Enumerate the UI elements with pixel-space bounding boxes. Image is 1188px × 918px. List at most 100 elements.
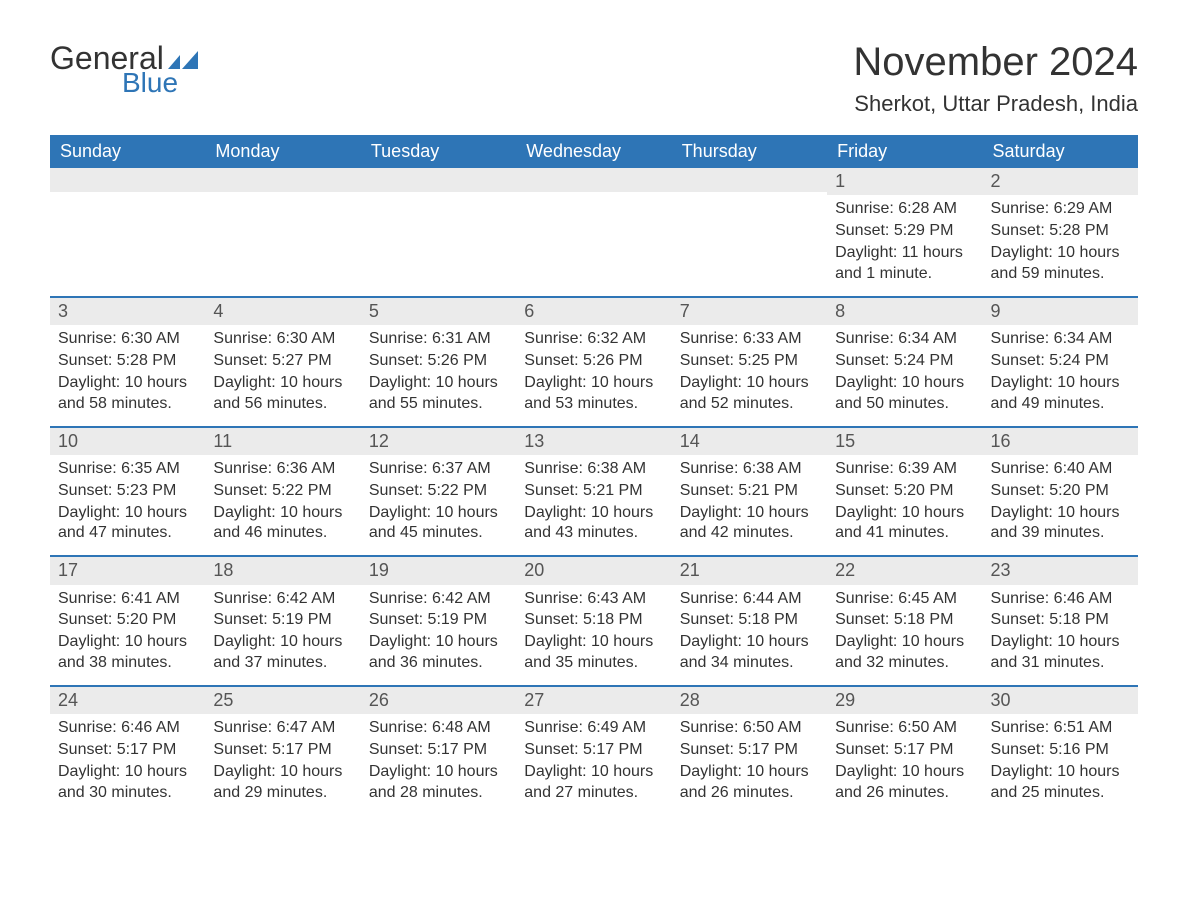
- day-info: Sunrise: 6:48 AMSunset: 5:17 PMDaylight:…: [367, 718, 510, 803]
- sunset-text: Sunset: 5:17 PM: [680, 740, 819, 761]
- day-cell: 21 Sunrise: 6:44 AMSunset: 5:18 PMDayligh…: [672, 557, 827, 685]
- day-info: Sunrise: 6:36 AMSunset: 5:22 PMDaylight:…: [211, 459, 354, 544]
- sunset-text: Sunset: 5:22 PM: [213, 481, 352, 502]
- daylight-text: Daylight: 10 hours and 55 minutes.: [369, 373, 508, 415]
- day-number: 5: [361, 298, 516, 325]
- day-number: 9: [983, 298, 1138, 325]
- header: General Blue November 2024 Sherkot, Utta…: [50, 40, 1138, 117]
- sunset-text: Sunset: 5:17 PM: [58, 740, 197, 761]
- day-number: 22: [827, 557, 982, 584]
- sunset-text: Sunset: 5:16 PM: [991, 740, 1130, 761]
- sunrise-text: Sunrise: 6:38 AM: [680, 459, 819, 480]
- month-title: November 2024: [853, 40, 1138, 85]
- day-number: 30: [983, 687, 1138, 714]
- day-info: Sunrise: 6:50 AMSunset: 5:17 PMDaylight:…: [678, 718, 821, 803]
- day-cell: 26 Sunrise: 6:48 AMSunset: 5:17 PMDayligh…: [361, 687, 516, 815]
- day-cell: 15Sunrise: 6:39 AMSunset: 5:20 PMDayligh…: [827, 428, 982, 556]
- day-cell: 5 Sunrise: 6:31 AMSunset: 5:26 PMDaylight…: [361, 298, 516, 426]
- sunset-text: Sunset: 5:17 PM: [524, 740, 663, 761]
- calendar: SundayMondayTuesdayWednesdayThursdayFrid…: [50, 135, 1138, 814]
- daylight-text: Daylight: 10 hours and 26 minutes.: [835, 762, 974, 804]
- day-info: Sunrise: 6:46 AMSunset: 5:17 PMDaylight:…: [56, 718, 199, 803]
- day-cell: 20Sunrise: 6:43 AMSunset: 5:18 PMDayligh…: [516, 557, 671, 685]
- day-cell: 11Sunrise: 6:36 AMSunset: 5:22 PMDayligh…: [205, 428, 360, 556]
- sunset-text: Sunset: 5:25 PM: [680, 351, 819, 372]
- weekday-header: Sunday: [50, 135, 205, 168]
- week-row: 10Sunrise: 6:35 AMSunset: 5:23 PMDayligh…: [50, 426, 1138, 556]
- sunrise-text: Sunrise: 6:43 AM: [524, 589, 663, 610]
- day-cell: 17 Sunrise: 6:41 AMSunset: 5:20 PMDayligh…: [50, 557, 205, 685]
- title-block: November 2024 Sherkot, Uttar Pradesh, In…: [853, 40, 1138, 117]
- sunrise-text: Sunrise: 6:37 AM: [369, 459, 508, 480]
- day-cell: 2Sunrise: 6:29 AMSunset: 5:28 PMDaylight…: [983, 168, 1138, 296]
- sunset-text: Sunset: 5:19 PM: [369, 610, 508, 631]
- sunset-text: Sunset: 5:28 PM: [58, 351, 197, 372]
- weekday-header: Thursday: [672, 135, 827, 168]
- day-number: 29: [827, 687, 982, 714]
- daylight-text: Daylight: 10 hours and 43 minutes.: [524, 503, 663, 545]
- sunrise-text: Sunrise: 6:30 AM: [213, 329, 352, 350]
- sunset-text: Sunset: 5:18 PM: [991, 610, 1130, 631]
- day-cell: 28 Sunrise: 6:50 AMSunset: 5:17 PMDayligh…: [672, 687, 827, 815]
- day-number: 14: [672, 428, 827, 455]
- daylight-text: Daylight: 10 hours and 39 minutes.: [991, 503, 1130, 545]
- daylight-text: Daylight: 10 hours and 27 minutes.: [524, 762, 663, 804]
- day-number: 1: [827, 168, 982, 195]
- sunset-text: Sunset: 5:20 PM: [835, 481, 974, 502]
- daylight-text: Daylight: 10 hours and 47 minutes.: [58, 503, 197, 545]
- day-cell: 29Sunrise: 6:50 AMSunset: 5:17 PMDayligh…: [827, 687, 982, 815]
- day-number: 17: [50, 557, 205, 584]
- day-info: Sunrise: 6:32 AMSunset: 5:26 PMDaylight:…: [522, 329, 665, 414]
- daylight-text: Daylight: 10 hours and 38 minutes.: [58, 632, 197, 674]
- sunset-text: Sunset: 5:23 PM: [58, 481, 197, 502]
- sunrise-text: Sunrise: 6:33 AM: [680, 329, 819, 350]
- daylight-text: Daylight: 10 hours and 34 minutes.: [680, 632, 819, 674]
- day-info: Sunrise: 6:44 AMSunset: 5:18 PMDaylight:…: [678, 589, 821, 674]
- sunset-text: Sunset: 5:24 PM: [991, 351, 1130, 372]
- sunrise-text: Sunrise: 6:41 AM: [58, 589, 197, 610]
- sunrise-text: Sunrise: 6:30 AM: [58, 329, 197, 350]
- day-info: Sunrise: 6:34 AMSunset: 5:24 PMDaylight:…: [989, 329, 1132, 414]
- day-info: Sunrise: 6:51 AMSunset: 5:16 PMDaylight:…: [989, 718, 1132, 803]
- day-number: 10: [50, 428, 205, 455]
- sunrise-text: Sunrise: 6:32 AM: [524, 329, 663, 350]
- day-cell: 12Sunrise: 6:37 AMSunset: 5:22 PMDayligh…: [361, 428, 516, 556]
- weekday-header: Tuesday: [361, 135, 516, 168]
- weekday-header: Monday: [205, 135, 360, 168]
- day-info: Sunrise: 6:30 AMSunset: 5:28 PMDaylight:…: [56, 329, 199, 414]
- sunrise-text: Sunrise: 6:38 AM: [524, 459, 663, 480]
- day-cell: 7 Sunrise: 6:33 AMSunset: 5:25 PMDaylight…: [672, 298, 827, 426]
- sunrise-text: Sunrise: 6:47 AM: [213, 718, 352, 739]
- day-cell: 16Sunrise: 6:40 AMSunset: 5:20 PMDayligh…: [983, 428, 1138, 556]
- day-number: 19: [361, 557, 516, 584]
- day-number: 21: [672, 557, 827, 584]
- day-info: Sunrise: 6:28 AMSunset: 5:29 PMDaylight:…: [833, 199, 976, 284]
- day-info: Sunrise: 6:49 AMSunset: 5:17 PMDaylight:…: [522, 718, 665, 803]
- daylight-text: Daylight: 10 hours and 28 minutes.: [369, 762, 508, 804]
- day-number: 2: [983, 168, 1138, 195]
- daylight-text: Daylight: 11 hours and 1 minute.: [835, 243, 974, 285]
- day-cell: 24Sunrise: 6:46 AMSunset: 5:17 PMDayligh…: [50, 687, 205, 815]
- daylight-text: Daylight: 10 hours and 25 minutes.: [991, 762, 1130, 804]
- logo: General Blue: [50, 40, 198, 99]
- sunrise-text: Sunrise: 6:44 AM: [680, 589, 819, 610]
- day-info: Sunrise: 6:41 AMSunset: 5:20 PMDaylight:…: [56, 589, 199, 674]
- daylight-text: Daylight: 10 hours and 53 minutes.: [524, 373, 663, 415]
- sunset-text: Sunset: 5:17 PM: [835, 740, 974, 761]
- sunrise-text: Sunrise: 6:40 AM: [991, 459, 1130, 480]
- day-cell: 8Sunrise: 6:34 AMSunset: 5:24 PMDaylight…: [827, 298, 982, 426]
- sunset-text: Sunset: 5:20 PM: [991, 481, 1130, 502]
- daylight-text: Daylight: 10 hours and 52 minutes.: [680, 373, 819, 415]
- day-cell: [50, 168, 205, 296]
- day-number: 26: [361, 687, 516, 714]
- sunset-text: Sunset: 5:26 PM: [369, 351, 508, 372]
- day-info: Sunrise: 6:45 AMSunset: 5:18 PMDaylight:…: [833, 589, 976, 674]
- sunset-text: Sunset: 5:27 PM: [213, 351, 352, 372]
- day-info: Sunrise: 6:31 AMSunset: 5:26 PMDaylight:…: [367, 329, 510, 414]
- day-number: 7: [672, 298, 827, 325]
- day-number: 28: [672, 687, 827, 714]
- daylight-text: Daylight: 10 hours and 59 minutes.: [991, 243, 1130, 285]
- sunset-text: Sunset: 5:17 PM: [369, 740, 508, 761]
- sunrise-text: Sunrise: 6:49 AM: [524, 718, 663, 739]
- day-info: Sunrise: 6:42 AMSunset: 5:19 PMDaylight:…: [367, 589, 510, 674]
